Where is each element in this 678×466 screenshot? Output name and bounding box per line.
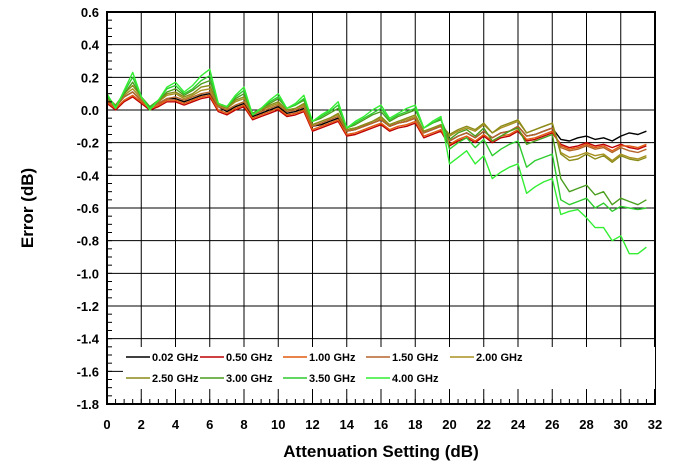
x-tick-label: 28	[579, 417, 593, 432]
x-tick-label: 24	[511, 417, 526, 432]
legend-box	[123, 347, 655, 389]
legend-label: 4.00 GHz	[392, 373, 439, 385]
series-line-3-50-ghz	[106, 74, 647, 213]
legend-label: 1.00 GHz	[309, 352, 356, 364]
y-tick-label: -1.2	[77, 299, 99, 314]
legend-label: 1.50 GHz	[392, 352, 439, 364]
y-axis-title: Error (dB)	[18, 168, 37, 248]
series-line-2-50-ghz	[106, 84, 647, 164]
x-tick-label: 6	[206, 417, 213, 432]
y-tick-label: -1.4	[77, 332, 100, 347]
y-tick-labels: -1.8 -1.6 -1.4 -1.2 -1.0 -0.8 -0.6 -0.4 -0.2 0.0 0…	[77, 5, 100, 412]
x-tick-label: 2	[138, 417, 145, 432]
x-tick-label: 30	[614, 417, 628, 432]
y-tick-label: -0.4	[77, 168, 100, 183]
y-tick-label: -0.6	[77, 201, 99, 216]
y-tick-label: -1.8	[77, 397, 99, 412]
x-axis-title: Attenuation Setting (dB)	[283, 442, 478, 461]
y-tick-label: -0.8	[77, 234, 99, 249]
legend-label: 3.50 GHz	[309, 373, 356, 385]
y-tick-label: 0.2	[81, 70, 99, 85]
x-tick-label: 22	[477, 417, 491, 432]
x-tick-label: 10	[271, 417, 285, 432]
x-tick-label: 26	[545, 417, 559, 432]
y-tick-label: 0.0	[81, 103, 99, 118]
series-line-3-00-ghz	[106, 79, 647, 206]
y-tick-label: 0.4	[81, 38, 100, 53]
legend: 0.02 GHz 0.50 GHz 1.00 GHz 1.50 GHz 2.00 GHz…	[123, 347, 655, 389]
x-tick-labels: 0 2 4 6 8 10 12 14 16 18 20 22 24 26 28 30 32	[103, 417, 662, 432]
x-tick-label: 12	[305, 417, 319, 432]
legend-label: 0.50 GHz	[226, 352, 273, 364]
x-tick-label: 32	[648, 417, 662, 432]
grid-lines	[106, 11, 656, 405]
y-tick-label: -0.2	[77, 136, 99, 151]
plot-frame	[106, 11, 656, 405]
y-tick-label: 0.6	[81, 5, 99, 20]
x-tick-label: 14	[340, 417, 355, 432]
x-tick-label: 8	[240, 417, 247, 432]
x-tick-label: 4	[172, 417, 180, 432]
legend-label: 3.00 GHz	[226, 373, 273, 385]
x-tick-label: 18	[408, 417, 422, 432]
series-line-4-00-ghz	[106, 68, 647, 255]
legend-label: 2.00 GHz	[476, 352, 523, 364]
series-lines	[106, 68, 647, 255]
legend-label: 2.50 GHz	[152, 373, 199, 385]
x-tick-label: 16	[374, 417, 388, 432]
legend-label: 0.02 GHz	[152, 352, 199, 364]
y-tick-label: -1.6	[77, 364, 99, 379]
x-tick-label: 0	[103, 417, 110, 432]
y-tick-label: -1.0	[77, 266, 99, 281]
x-tick-label: 20	[442, 417, 456, 432]
